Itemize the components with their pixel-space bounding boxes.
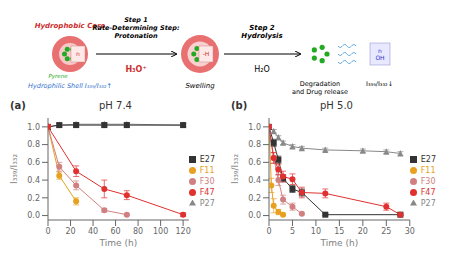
html-text:P27: P27 [199,198,215,208]
html-text:(a): (a) [10,100,26,111]
svg-text:25: 25 [381,227,391,236]
svg-text:120: 120 [175,227,190,236]
svg-text:Step 1Rate-Determining Step:Pr: Step 1Rate-Determining Step:Protonation [93,16,180,40]
svg-text:H₂O: H₂O [254,65,270,74]
svg-text:Pyrene: Pyrene [48,73,68,80]
html-text:(b): (b) [231,100,248,111]
svg-text:80: 80 [133,227,143,236]
html-text:P27: P27 [420,198,436,208]
svg-text:I₃₃₉/I₃₃₂↓: I₃₃₉/I₃₃₂↓ [366,80,393,88]
svg-text:30: 30 [405,227,415,236]
svg-text:0.4: 0.4 [248,176,261,185]
svg-text:Time (h): Time (h) [320,238,359,248]
html-text:pH 7.4: pH 7.4 [99,100,132,111]
svg-text:10: 10 [311,227,321,236]
svg-text:20: 20 [358,227,368,236]
svg-text:0.8: 0.8 [248,140,261,149]
html-text:pH 5.0: pH 5.0 [320,100,353,111]
svg-text:15: 15 [334,227,344,236]
svg-text:0.0: 0.0 [27,211,40,220]
svg-text:Step 2Hydrolysis: Step 2Hydrolysis [241,24,282,40]
svg-text:Degradationand Drug release: Degradationand Drug release [292,80,348,96]
svg-text:1.0: 1.0 [248,123,261,132]
svg-text:Hydrophobic Core: Hydrophobic Core [34,22,106,30]
html-text:F30: F30 [199,176,215,186]
html-text:F11: F11 [199,165,215,175]
svg-text:n: n [76,50,80,57]
svg-text:Swelling: Swelling [185,82,215,90]
svg-text:0.2: 0.2 [27,194,40,203]
svg-text:Hydrophilic Shell I₃₃₉/I₃₃₂↑: Hydrophilic Shell I₃₃₉/I₃₃₂↑ [28,82,112,90]
html-text:F47: F47 [420,187,436,197]
svg-text:100: 100 [153,227,168,236]
svg-text:Time (h): Time (h) [99,238,138,248]
html-text:E27: E27 [199,154,215,164]
svg-text:0.0: 0.0 [248,211,261,220]
html-text:E27: E27 [420,154,436,164]
svg-text:0.6: 0.6 [27,158,40,167]
svg-text:0: 0 [266,227,271,236]
html-text:F47: F47 [199,187,215,197]
svg-text:0.4: 0.4 [27,176,40,185]
svg-text:0.2: 0.2 [248,194,261,203]
svg-text:40: 40 [88,227,98,236]
svg-text:5: 5 [290,227,295,236]
svg-text:1.0: 1.0 [27,123,40,132]
svg-text:0: 0 [45,227,50,236]
html-text:F11: F11 [420,165,436,175]
svg-text:H₃O⁺: H₃O⁺ [125,65,146,74]
svg-text:0.8: 0.8 [27,140,40,149]
html-text:F30: F30 [420,176,436,186]
svg-text:60: 60 [110,227,120,236]
svg-text:I₃₃₉/I₃₃₂: I₃₃₉/I₃₃₂ [9,154,19,184]
svg-text:nOH: nOH [375,47,384,61]
svg-text:20: 20 [65,227,75,236]
svg-text:0.6: 0.6 [248,158,261,167]
svg-text:-H: -H [203,50,210,57]
svg-text:I₃₃₉/I₃₃₂: I₃₃₉/I₃₃₂ [230,154,240,184]
